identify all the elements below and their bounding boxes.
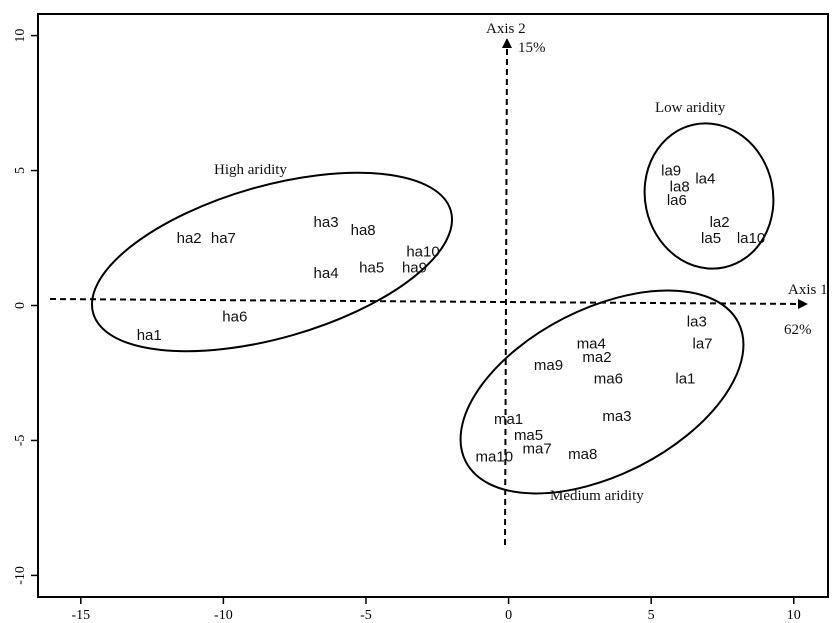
- axis1-percent: 62%: [784, 322, 812, 338]
- axis-ticks: -15 -10 -5 0 5 10 -10 -5 0 5 10: [13, 29, 801, 623]
- ellipse-high-aridity: [90, 171, 454, 353]
- axis1-label: Axis 1: [788, 282, 828, 298]
- axis2-line: [504, 45, 508, 546]
- point-label-ma4: ma4: [577, 335, 606, 352]
- point-label-ma7: ma7: [523, 441, 552, 458]
- group-label-medium-aridity: Medium aridity: [550, 488, 644, 504]
- axis2-arrowhead: [502, 38, 512, 48]
- y-tick-label: -5: [13, 435, 28, 447]
- point-label-ha4: ha4: [314, 265, 339, 282]
- point-label-la10: la10: [737, 230, 765, 247]
- group-label-low-aridity: Low aridity: [655, 100, 726, 116]
- x-tick-label: -15: [71, 608, 90, 623]
- y-tick-label: -10: [13, 566, 28, 585]
- point-label-ma9: ma9: [534, 357, 563, 374]
- point-label-ma8: ma8: [568, 446, 597, 463]
- point-label-la2: la2: [710, 214, 730, 231]
- x-tick-label: 5: [648, 608, 655, 623]
- point-label-ha6: ha6: [222, 308, 247, 325]
- x-tick-label: 0: [505, 608, 512, 623]
- point-label-la1: la1: [675, 370, 695, 387]
- axis1-line: [49, 298, 806, 305]
- point-label-ma1: ma1: [494, 411, 523, 428]
- y-tick-label: 10: [13, 29, 28, 43]
- ellipse-medium-aridity: [459, 289, 745, 495]
- axis2-label: Axis 2: [486, 21, 526, 37]
- point-label-ma3: ma3: [602, 408, 631, 425]
- axis1-arrowhead: [798, 299, 808, 309]
- y-tick-label: 5: [13, 167, 28, 174]
- x-tick-label: -10: [214, 608, 233, 623]
- point-label-ha9: ha9: [402, 260, 427, 277]
- point-label-ha1: ha1: [137, 327, 162, 344]
- axis2-percent: 15%: [518, 40, 546, 56]
- point-label-la9: la9: [661, 163, 681, 180]
- point-label-ha2: ha2: [177, 230, 202, 247]
- point-label-ha5: ha5: [359, 260, 384, 277]
- point-label-la4: la4: [695, 171, 715, 188]
- point-label-ha3: ha3: [314, 214, 339, 231]
- x-tick-label: 10: [787, 608, 801, 623]
- x-tick-label: -5: [360, 608, 372, 623]
- point-label-la6: la6: [667, 192, 687, 209]
- point-label-ma10: ma10: [476, 449, 514, 466]
- point-label-la3: la3: [687, 314, 707, 331]
- group-label-high-aridity: High aridity: [214, 162, 287, 178]
- ellipse-low-aridity: [643, 122, 775, 270]
- point-label-la8: la8: [670, 179, 690, 196]
- point-label-ma6: ma6: [594, 370, 623, 387]
- point-label-la7: la7: [692, 335, 712, 352]
- point-label-ha10: ha10: [406, 244, 439, 261]
- point-label-ma2: ma2: [582, 349, 611, 366]
- point-label-la5: la5: [701, 230, 721, 247]
- y-tick-label: 0: [13, 302, 28, 309]
- point-label-ma5: ma5: [514, 427, 543, 444]
- point-label-ha7: ha7: [211, 230, 236, 247]
- point-label-ha8: ha8: [351, 222, 376, 239]
